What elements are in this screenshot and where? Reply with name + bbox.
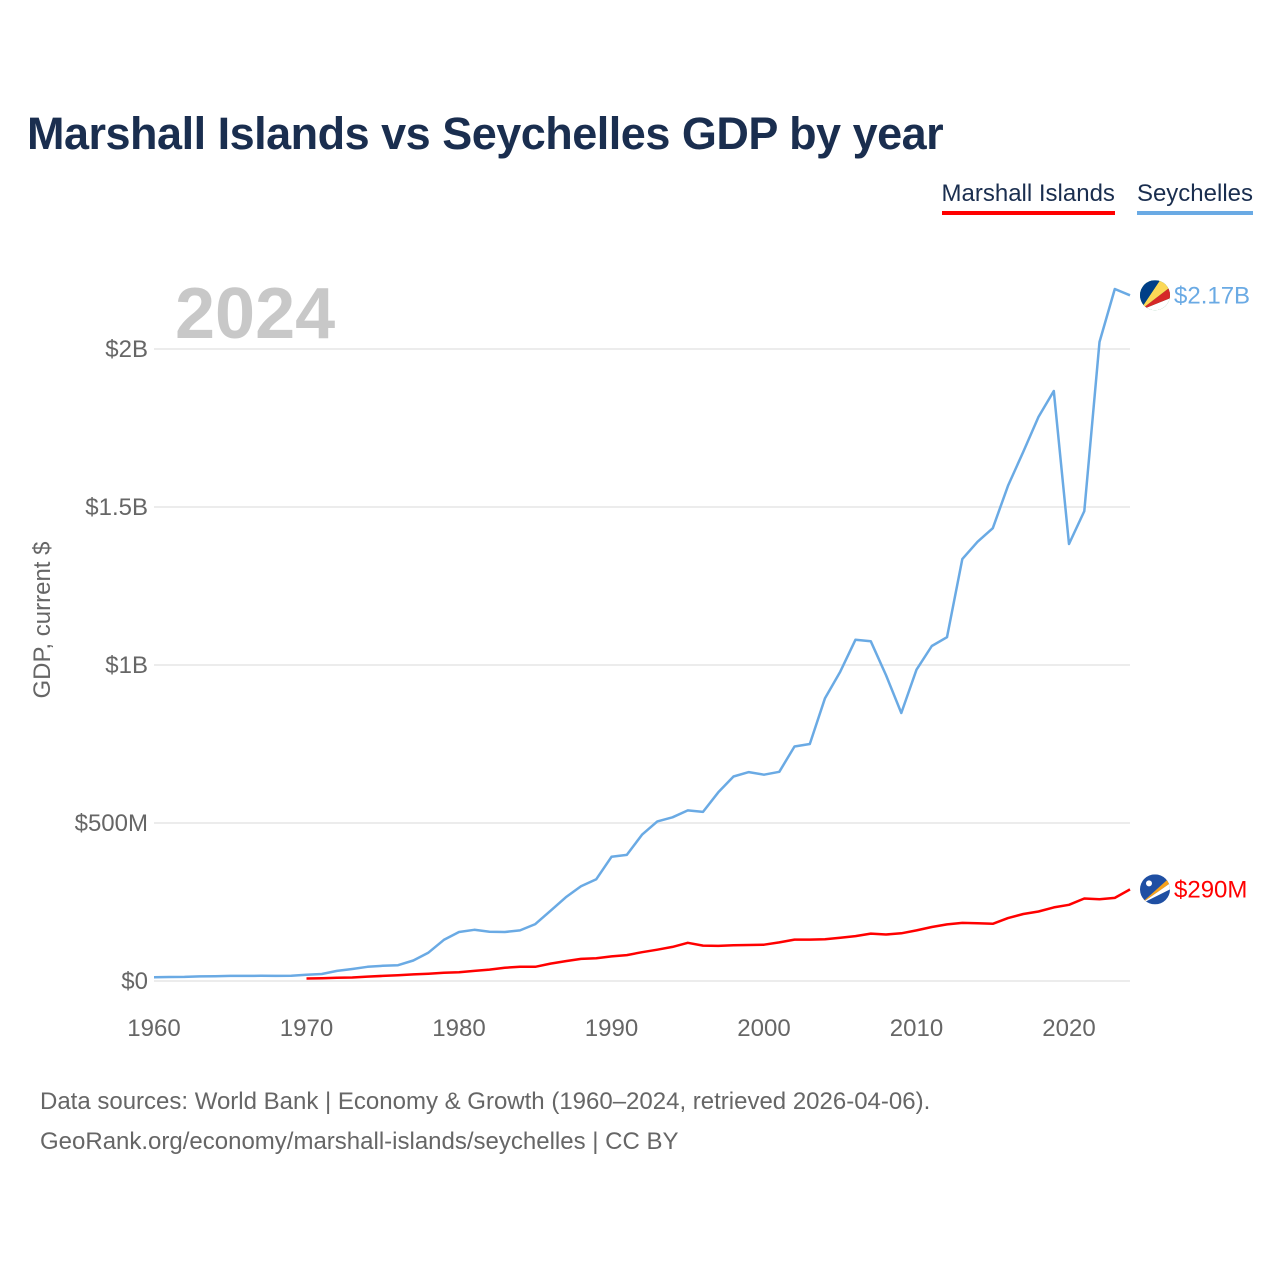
x-tick-label: 1990: [585, 1015, 638, 1042]
x-tick-label: 2020: [1042, 1015, 1095, 1042]
legend: Marshall Islands Seychelles: [941, 180, 1253, 215]
legend-item-marshall-islands[interactable]: Marshall Islands: [941, 180, 1115, 215]
source-line-1: Data sources: World Bank | Economy & Gro…: [40, 1088, 931, 1115]
series-line-marshall-islands[interactable]: [306, 888, 1131, 980]
x-tick-label: 1960: [127, 1015, 180, 1042]
marshall-islands-flag-icon: [1140, 874, 1170, 905]
y-tick-label: $500M: [75, 810, 148, 837]
y-axis-title: GDP, current $: [29, 542, 56, 699]
x-tick-label: 2000: [737, 1015, 790, 1042]
y-tick-label: $1B: [105, 652, 148, 679]
y-tick-label: $2B: [105, 336, 148, 363]
source-line-2[interactable]: GeoRank.org/economy/marshall-islands/sey…: [40, 1128, 679, 1155]
year-watermark: 2024: [175, 274, 335, 354]
end-value-label: $2.17B: [1174, 282, 1250, 309]
legend-item-seychelles[interactable]: Seychelles: [1136, 180, 1253, 215]
x-tick-label: 2010: [890, 1015, 943, 1042]
y-tick-label: $0: [121, 968, 148, 995]
x-tick-label: 1980: [432, 1015, 485, 1042]
series-line-seychelles[interactable]: [153, 287, 1131, 979]
end-value-label: $290M: [1174, 876, 1247, 903]
line-chart: 2024 GDP, current $ $0 $500M $1B $1.5B $2B 19…: [29, 274, 1250, 1042]
source-note: Data sources: World Bank | Economy & Gro…: [40, 1082, 930, 1162]
y-tick-label: $1.5B: [85, 494, 148, 521]
chart-title: Marshall Islands vs Seychelles GDP by ye…: [27, 108, 944, 159]
x-tick-label: 1970: [280, 1015, 333, 1042]
seychelles-flag-icon: [1140, 280, 1170, 311]
